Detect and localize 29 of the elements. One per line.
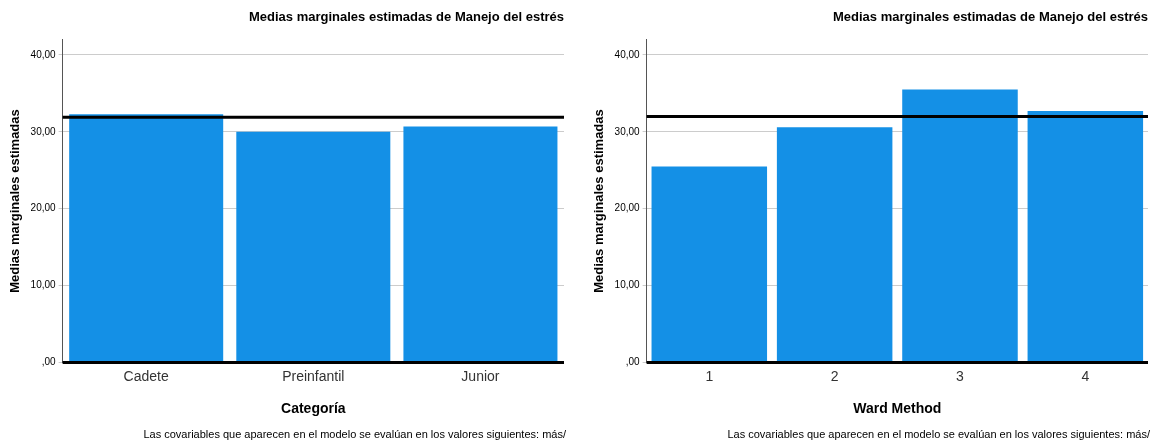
- x-tick-label: 3: [956, 367, 965, 384]
- x-tick-label: 4: [1081, 367, 1090, 384]
- x-tick-label: 2: [830, 367, 839, 384]
- y-tick-label: ,00: [41, 356, 57, 368]
- bar: [776, 127, 893, 362]
- y-tick-label: 40,00: [30, 48, 57, 60]
- x-axis-title: Ward Method: [853, 400, 942, 417]
- text: Las covariables que aparecen en el modelo se evalúan en los valores siguientes: más/: [727, 428, 1151, 440]
- bar: [651, 166, 768, 362]
- y-tick-label: 10,00: [614, 279, 641, 291]
- y-axis-title: Medias marginales estimadas: [591, 109, 607, 293]
- y-tick-label: 10,00: [30, 279, 57, 291]
- y-axis-title: Medias marginales estimadas: [7, 109, 23, 293]
- y-tick-label: 40,00: [614, 48, 641, 60]
- x-tick-label: Junior: [461, 367, 500, 384]
- x-tick-label: Preinfantil: [282, 367, 345, 384]
- x-tick-label: Cadete: [123, 367, 169, 384]
- chart-title: Medias marginales estimadas de Manejo del estrés: [248, 9, 564, 25]
- text: Las covariables que aparecen en el modelo se evalúan en los valores siguientes: más/: [143, 428, 567, 440]
- y-tick-label: 30,00: [30, 125, 57, 137]
- x-tick-label: 1: [705, 367, 714, 384]
- bar: [902, 89, 1018, 362]
- x-axis-title: Categoría: [281, 400, 346, 417]
- y-tick-label: 20,00: [30, 202, 57, 214]
- y-tick-label: 30,00: [614, 125, 641, 137]
- chart-title: Medias marginales estimadas de Manejo del estrés: [832, 9, 1148, 25]
- y-tick-label: 20,00: [614, 202, 641, 214]
- y-tick-label: ,00: [625, 356, 641, 368]
- bar: [1027, 111, 1144, 362]
